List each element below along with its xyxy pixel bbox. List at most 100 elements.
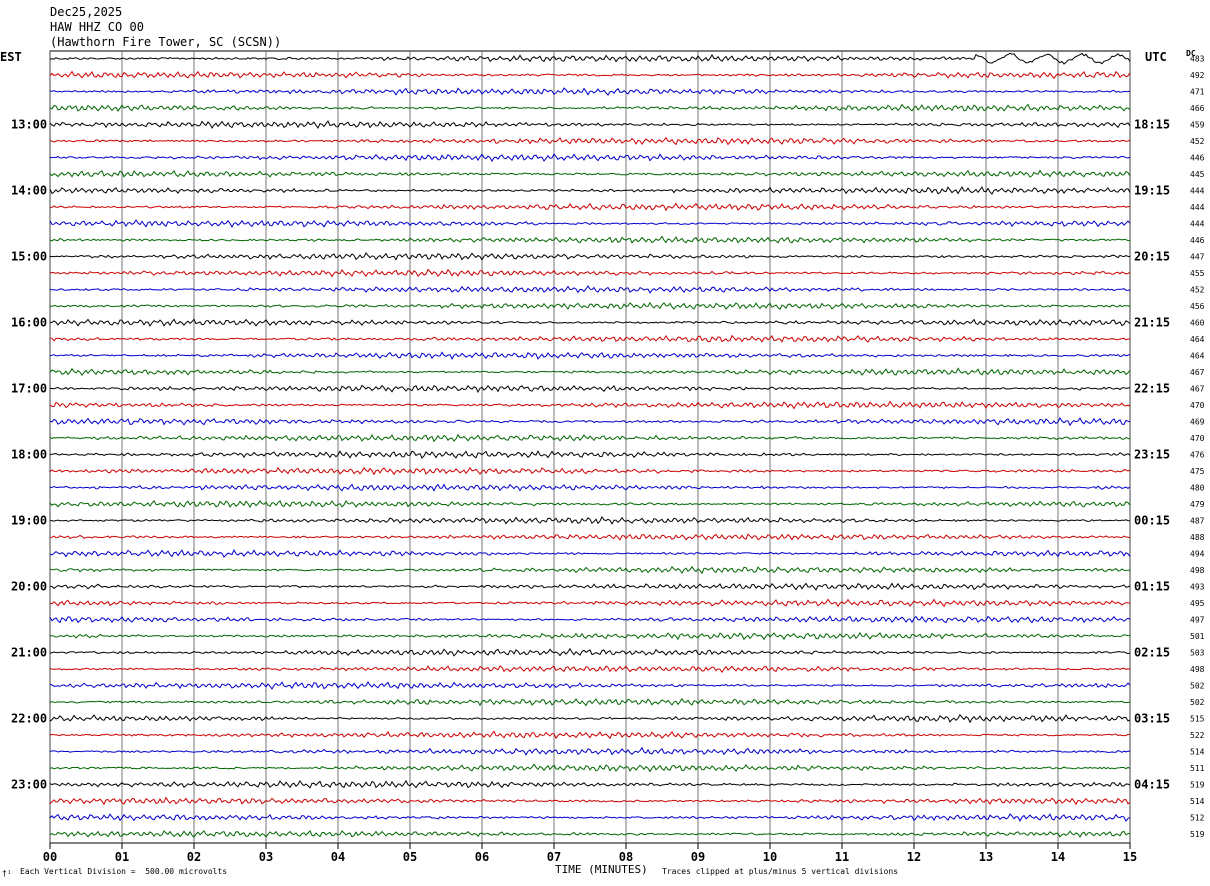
utc-hour-label: 01:15 bbox=[1134, 580, 1170, 594]
x-tick-label: 13 bbox=[979, 850, 993, 864]
seismic-trace bbox=[49, 153, 1131, 162]
dc-offset-value: 470 bbox=[1190, 434, 1205, 443]
station-label: HAW HHZ CO 00 bbox=[50, 20, 144, 34]
seismic-trace bbox=[49, 830, 1131, 838]
est-hour-label: 13:00 bbox=[11, 118, 47, 132]
dc-offset-value: 495 bbox=[1190, 599, 1205, 608]
utc-hour-label: 04:15 bbox=[1134, 778, 1170, 792]
seismic-trace bbox=[49, 483, 1131, 492]
seismic-trace bbox=[49, 433, 1131, 443]
x-tick-label: 09 bbox=[691, 850, 705, 864]
est-hour-label: 22:00 bbox=[11, 712, 47, 726]
est-hour-label: 20:00 bbox=[11, 580, 47, 594]
dc-offset-value: 498 bbox=[1190, 665, 1205, 674]
seismic-trace bbox=[49, 665, 1131, 673]
dc-offset-value: 497 bbox=[1190, 616, 1205, 625]
seismic-trace bbox=[49, 466, 1131, 476]
dc-offset-value: 459 bbox=[1190, 121, 1205, 130]
utc-hour-label: 03:15 bbox=[1134, 712, 1170, 726]
seismic-trace bbox=[49, 169, 1131, 178]
dc-offset-value: 456 bbox=[1190, 302, 1205, 311]
scale-note: Each Vertical Division = 500.00 microvol… bbox=[20, 867, 228, 876]
dc-offset-value: 445 bbox=[1190, 170, 1205, 179]
plot-frame bbox=[49, 50, 1131, 844]
seismic-trace bbox=[49, 202, 1131, 212]
dc-offset-value: 492 bbox=[1190, 71, 1205, 80]
seismic-trace bbox=[49, 647, 1131, 657]
seismic-trace bbox=[49, 697, 1131, 707]
seismic-trace bbox=[49, 252, 1131, 261]
dc-offset-value: 452 bbox=[1190, 137, 1205, 146]
dc-offset-value: 519 bbox=[1190, 781, 1205, 790]
dc-offset-value: 467 bbox=[1190, 368, 1205, 377]
footer-corner-mark: †¹ bbox=[2, 869, 12, 878]
utc-hour-label: 19:15 bbox=[1134, 184, 1170, 198]
seismic-trace bbox=[49, 681, 1131, 690]
seismic-trace bbox=[49, 582, 1131, 591]
dc-offset-value: 447 bbox=[1190, 253, 1205, 262]
dc-label: DC bbox=[1186, 49, 1196, 58]
seismic-trace bbox=[49, 285, 1131, 294]
dc-offset-value: 464 bbox=[1190, 352, 1205, 361]
seismic-trace bbox=[49, 499, 1131, 509]
seismic-trace bbox=[49, 779, 1131, 789]
dc-offset-value: 452 bbox=[1190, 286, 1205, 295]
est-hour-label: 17:00 bbox=[11, 382, 47, 396]
seismic-trace bbox=[49, 70, 1131, 80]
seismic-trace bbox=[49, 796, 1131, 806]
dc-offset-value: 522 bbox=[1190, 731, 1205, 740]
clip-note: Traces clipped at plus/minus 5 vertical … bbox=[662, 867, 899, 876]
est-hour-label: 21:00 bbox=[11, 646, 47, 660]
seismic-trace bbox=[49, 103, 1131, 113]
x-tick-label: 00 bbox=[43, 850, 57, 864]
seismic-trace bbox=[50, 334, 1131, 343]
seismic-trace bbox=[49, 301, 1131, 310]
dc-offset-value: 455 bbox=[1190, 269, 1205, 278]
utc-hour-label: 23:15 bbox=[1134, 448, 1170, 462]
seismic-trace bbox=[49, 450, 1131, 459]
dc-offset-value: 501 bbox=[1190, 632, 1205, 641]
seismic-trace bbox=[49, 763, 1131, 773]
dc-offset-value: 512 bbox=[1190, 814, 1205, 823]
seismic-trace bbox=[49, 120, 1131, 129]
dc-offset-value: 514 bbox=[1190, 748, 1205, 757]
dc-offset-value: 444 bbox=[1190, 203, 1205, 212]
seismic-trace bbox=[49, 615, 1131, 624]
x-tick-label: 11 bbox=[835, 850, 849, 864]
seismic-trace bbox=[49, 400, 1131, 410]
seismic-trace bbox=[49, 730, 1130, 740]
x-tick-label: 10 bbox=[763, 850, 777, 864]
dc-offset-value: 470 bbox=[1190, 401, 1205, 410]
dc-offset-value: 471 bbox=[1190, 88, 1205, 97]
dc-offset-value: 464 bbox=[1190, 335, 1205, 344]
seismic-trace bbox=[49, 52, 1131, 65]
seismic-trace bbox=[49, 565, 1131, 575]
seismic-trace bbox=[49, 367, 1131, 377]
seismic-trace bbox=[49, 186, 1131, 195]
dc-offset-value: 460 bbox=[1190, 319, 1205, 328]
dc-offset-value: 480 bbox=[1190, 484, 1205, 493]
dc-offset-value: 446 bbox=[1190, 236, 1205, 245]
utc-hour-label: 22:15 bbox=[1134, 382, 1170, 396]
dc-offset-value: 469 bbox=[1190, 418, 1205, 427]
x-tick-label: 06 bbox=[475, 850, 489, 864]
dc-offset-value: 503 bbox=[1190, 649, 1205, 658]
dc-offset-value: 514 bbox=[1190, 797, 1205, 806]
seismic-trace bbox=[49, 746, 1131, 756]
seismic-trace bbox=[49, 548, 1131, 558]
seismic-trace bbox=[49, 136, 1131, 146]
dc-offset-value: 493 bbox=[1190, 583, 1205, 592]
utc-hour-label: 00:15 bbox=[1134, 514, 1170, 528]
seismic-trace bbox=[49, 235, 1131, 244]
utc-label: UTC bbox=[1145, 50, 1167, 64]
seismic-trace bbox=[49, 351, 1131, 360]
utc-hour-label: 02:15 bbox=[1134, 646, 1170, 660]
seismic-trace bbox=[49, 268, 1131, 278]
est-hour-label: 23:00 bbox=[11, 778, 47, 792]
dc-offset-value: 483 bbox=[1190, 55, 1205, 64]
seismic-trace bbox=[49, 598, 1131, 608]
dc-offset-value: 511 bbox=[1190, 764, 1205, 773]
seismic-trace bbox=[49, 416, 1131, 427]
x-tick-label: 12 bbox=[907, 850, 921, 864]
dc-offset-value: 494 bbox=[1190, 550, 1205, 559]
